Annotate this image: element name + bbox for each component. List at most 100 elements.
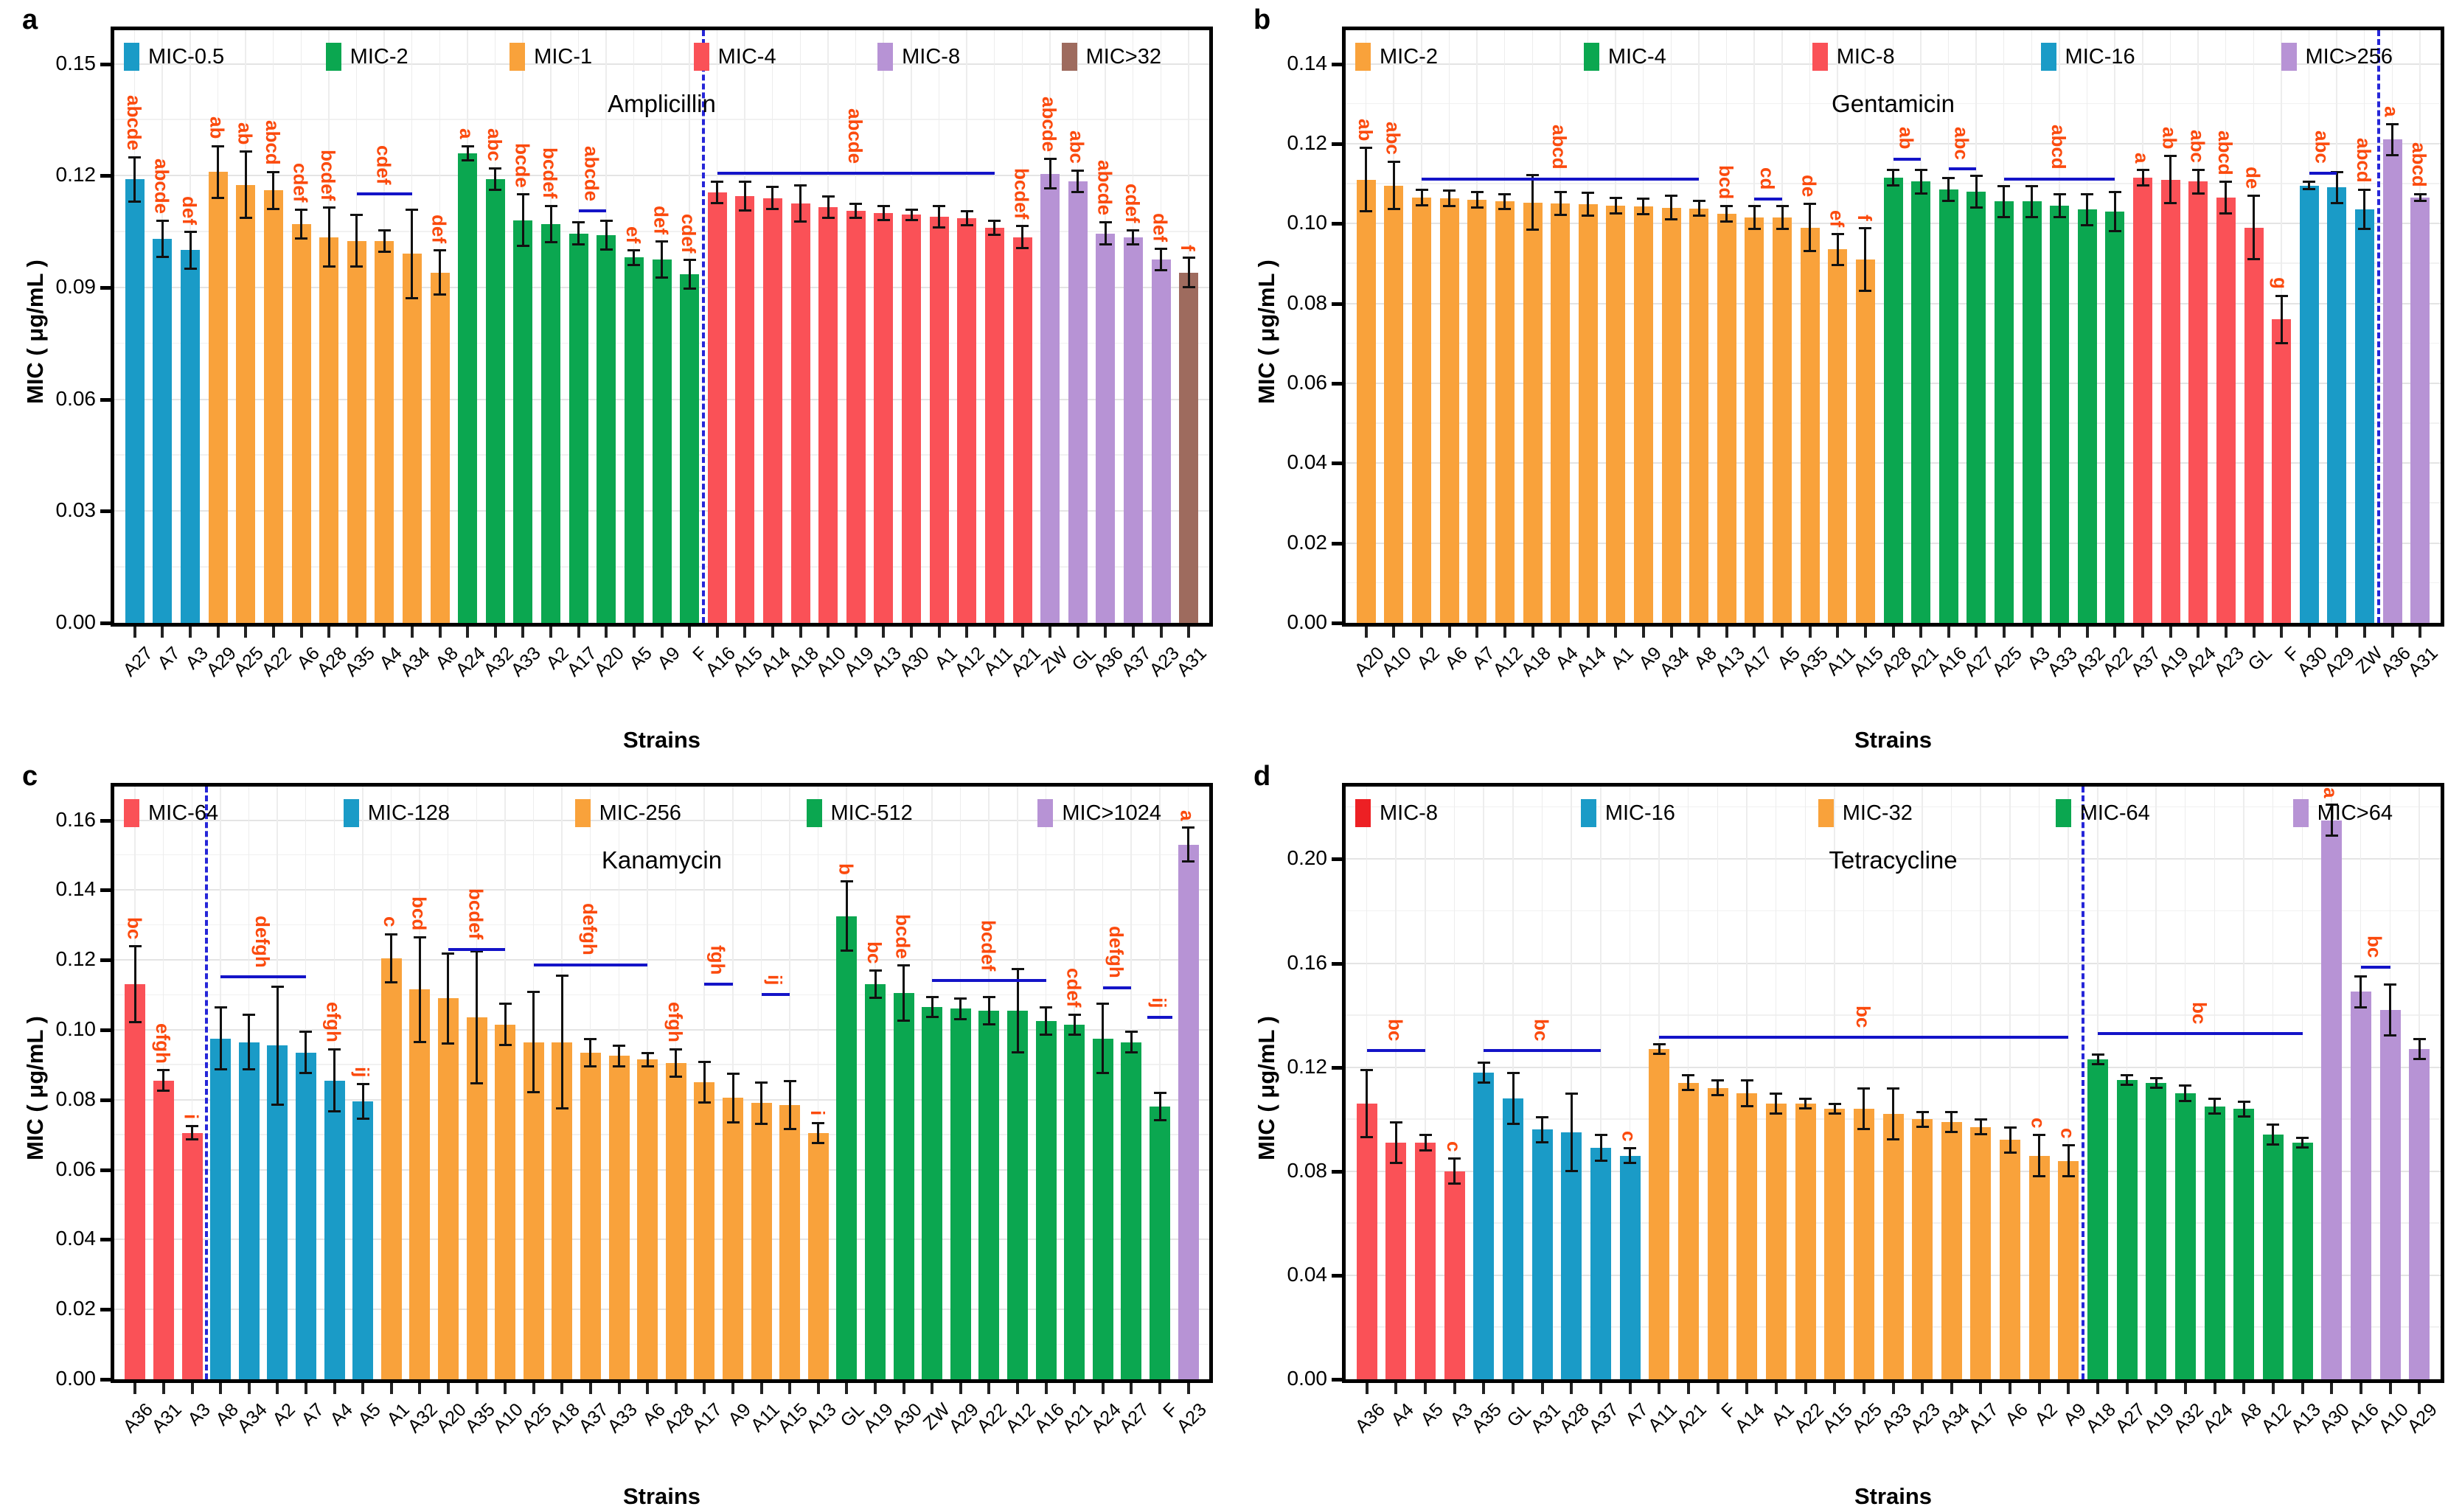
error-bar-cap-bottom — [2296, 1146, 2309, 1149]
error-bar-stem — [605, 220, 608, 251]
gridline-minor — [114, 1273, 1209, 1275]
x-axis-tick — [2183, 1383, 2187, 1394]
x-axis-tick — [1716, 1383, 1719, 1394]
chart-title: Gentamicin — [1832, 90, 1955, 117]
error-bar-cap-top — [1804, 203, 1817, 206]
error-bar-cap-bottom — [489, 189, 502, 192]
error-bar-cap-bottom — [2330, 202, 2343, 205]
bar — [430, 273, 450, 623]
gridline-vertical — [1629, 787, 1631, 1379]
x-axis-tick — [1614, 627, 1618, 638]
legend-item-MIC-128: MIC-128 — [343, 799, 450, 827]
bar — [1551, 203, 1571, 623]
significance-letter: defgh — [1105, 925, 1128, 978]
error-bar-cap-top — [783, 1079, 796, 1082]
x-axis-tick — [2390, 627, 2394, 638]
gridline-vertical — [1159, 787, 1161, 1379]
x-axis-tick — [1891, 1383, 1895, 1394]
significance-group-line — [2098, 1032, 2303, 1036]
error-bar-cap-top — [2136, 169, 2149, 172]
error-bar-cap-bottom — [1448, 1182, 1461, 1185]
bar — [1717, 214, 1736, 623]
error-bar-stem — [219, 1007, 222, 1070]
chart-title: Tetracycline — [1829, 846, 1958, 874]
y-tick-label: 0.14 — [1287, 51, 1328, 74]
bar — [807, 1133, 829, 1379]
panel-letter-a: a — [22, 4, 38, 35]
error-bar-stem — [466, 145, 469, 161]
bar — [1064, 1025, 1085, 1379]
significance-letter: ab — [234, 122, 257, 145]
error-bar-stem — [903, 965, 905, 1022]
x-axis-tick — [2067, 1383, 2070, 1394]
significance-letter: ef — [1826, 209, 1849, 227]
error-bar-cap-top — [1682, 1074, 1695, 1077]
x-axis-tick — [1641, 627, 1645, 638]
legend-swatch-icon — [693, 43, 709, 71]
error-bar-cap-bottom — [1182, 860, 1195, 863]
significance-letter: bc — [1851, 1005, 1874, 1028]
error-bar-cap-top — [1831, 232, 1844, 235]
x-axis-tick — [1101, 1383, 1105, 1394]
error-bar-cap-bottom — [1665, 217, 1678, 220]
x-axis-tick — [466, 627, 470, 638]
legend-item-MIC-2: MIC-2 — [1355, 43, 1438, 71]
x-axis-tick — [446, 1383, 450, 1394]
error-bar-cap-bottom — [1711, 1094, 1725, 1097]
error-bar-stem — [2155, 1077, 2157, 1088]
significance-letter: abc — [1950, 126, 1973, 160]
bar — [2188, 181, 2208, 623]
bar — [1590, 1148, 1611, 1379]
significance-letter: bcde — [891, 913, 914, 959]
error-bar-stem — [1559, 191, 1562, 216]
significance-group-line — [761, 993, 790, 997]
error-bar-cap-top — [812, 1121, 825, 1124]
bar — [375, 241, 394, 623]
y-tick-label: 0.06 — [55, 1157, 97, 1180]
error-bar-cap-bottom — [239, 217, 252, 220]
y-axis-tick — [1332, 222, 1342, 226]
error-bar-stem — [1979, 1119, 1982, 1135]
bar — [580, 1053, 601, 1379]
bar — [1606, 206, 1626, 623]
error-bar-cap-top — [1740, 1079, 1753, 1082]
error-bar-cap-top — [212, 144, 225, 147]
error-bar-cap-top — [1692, 199, 1705, 202]
error-bar-cap-top — [328, 1048, 341, 1051]
error-bar-cap-bottom — [1969, 206, 1983, 209]
error-bar-cap-top — [1155, 247, 1168, 250]
error-bar-cap-bottom — [2136, 184, 2149, 187]
error-bar-cap-top — [988, 219, 1001, 222]
x-axis-tick — [2359, 1383, 2362, 1394]
error-bar-cap-top — [1360, 147, 1373, 150]
gridline-vertical — [2243, 787, 2244, 1379]
bar — [2133, 178, 2153, 623]
significance-letter: abc — [2186, 130, 2209, 164]
x-axis-tick — [1049, 627, 1052, 638]
bar — [597, 235, 616, 623]
bar — [1578, 204, 1598, 623]
panel-c: c MIC ( μg/mL ) Kanamycin bc efgh i efgh ij c… — [0, 756, 1231, 1512]
error-bar-cap-bottom — [1770, 1112, 1783, 1115]
error-bar-stem — [1919, 170, 1922, 194]
bar — [485, 179, 505, 623]
error-bar-cap-bottom — [584, 1065, 597, 1067]
significance-letter: abcde — [1038, 97, 1061, 153]
x-axis-tick — [987, 1383, 991, 1394]
legend-swatch-icon — [325, 43, 341, 71]
error-bar-cap-bottom — [299, 1072, 313, 1075]
significance-letter: c — [1618, 1130, 1641, 1142]
significance-letter: f — [1177, 244, 1200, 251]
x-axis-tick — [1073, 1383, 1077, 1394]
error-bar-cap-bottom — [1799, 1107, 1812, 1110]
x-axis-tick — [1979, 1383, 1983, 1394]
error-bar-stem — [162, 1070, 165, 1091]
error-bar-stem — [447, 952, 450, 1044]
x-axis-tick — [854, 627, 858, 638]
bar — [2327, 187, 2347, 623]
bar — [902, 215, 922, 623]
bar — [1179, 273, 1199, 623]
error-bar-stem — [855, 203, 858, 219]
group-divider-line — [2082, 787, 2085, 1379]
bar — [1007, 1011, 1029, 1379]
